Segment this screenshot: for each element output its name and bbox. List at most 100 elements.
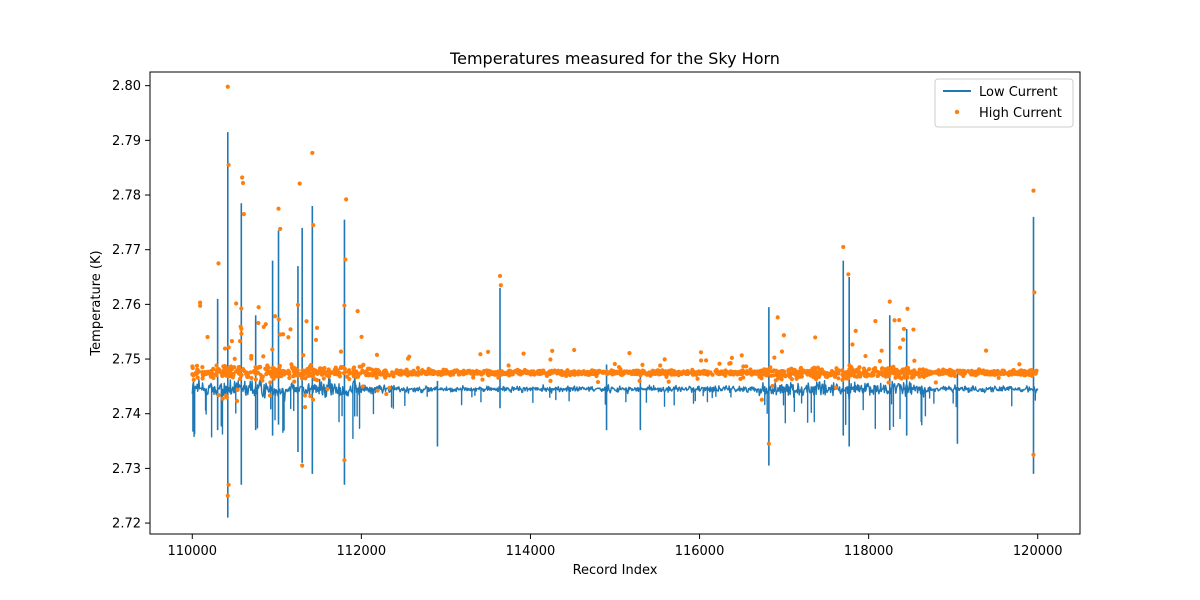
x-tick-label: 116000	[675, 544, 725, 559]
high-current-point	[792, 369, 797, 374]
high-current-point	[245, 374, 250, 379]
high-current-point	[265, 369, 270, 374]
high-current-point	[871, 367, 876, 372]
high-current-point	[478, 352, 483, 357]
high-current-point	[637, 378, 642, 383]
high-current-point	[893, 375, 898, 380]
high-current-point	[764, 367, 769, 372]
high-current-point	[771, 368, 776, 373]
high-current-point	[278, 226, 283, 232]
high-current-point	[278, 369, 284, 374]
high-current-point	[240, 367, 246, 372]
high-current-point	[892, 318, 897, 323]
high-current-point	[739, 353, 744, 358]
high-current-point	[275, 370, 280, 375]
high-current-point	[480, 377, 485, 382]
high-current-point	[310, 150, 315, 156]
high-current-point	[1020, 369, 1025, 374]
high-current-point	[522, 370, 528, 375]
high-current-point	[658, 363, 663, 368]
high-current-point	[611, 370, 616, 375]
high-current-point	[902, 375, 908, 380]
high-current-point	[879, 348, 884, 353]
high-current-point	[342, 458, 347, 463]
high-current-point	[698, 350, 704, 355]
high-current-point	[775, 315, 780, 320]
high-current-point	[901, 337, 906, 342]
high-current-point	[273, 314, 278, 319]
high-current-point	[627, 351, 632, 356]
high-current-point	[849, 367, 855, 372]
high-current-point	[223, 393, 229, 398]
high-current-point	[359, 334, 364, 339]
legend-label-high-current: High Current	[979, 106, 1062, 121]
y-axis-label: Temperature (K)	[89, 250, 104, 356]
high-current-point	[240, 175, 245, 180]
high-current-point	[221, 364, 226, 369]
high-current-point	[347, 371, 352, 376]
high-current-point	[853, 369, 859, 374]
high-current-point	[899, 376, 904, 381]
high-current-point	[833, 370, 838, 375]
high-current-point	[346, 368, 352, 373]
high-current-point	[723, 373, 728, 378]
high-current-point	[515, 367, 520, 372]
high-current-point	[383, 375, 388, 380]
y-tick-label: 2.79	[112, 134, 141, 149]
high-current-point	[319, 366, 324, 371]
high-current-point	[302, 405, 308, 410]
x-tick-label: 118000	[844, 544, 894, 559]
high-current-point	[292, 369, 298, 374]
high-current-point	[406, 371, 411, 377]
high-current-point	[781, 333, 786, 338]
high-current-point	[634, 370, 640, 375]
high-current-point	[803, 370, 809, 375]
high-current-point	[863, 353, 868, 359]
high-current-point	[601, 369, 606, 374]
high-current-point	[373, 367, 379, 372]
high-current-point	[259, 376, 264, 381]
high-current-point	[787, 374, 793, 380]
high-current-point	[840, 377, 845, 382]
high-current-point	[702, 371, 707, 376]
high-current-point	[337, 374, 343, 379]
high-current-point	[343, 369, 348, 375]
high-current-point	[292, 373, 297, 378]
high-current-point	[253, 377, 258, 382]
high-current-point	[719, 369, 724, 374]
high-current-point	[190, 372, 195, 377]
high-current-point	[471, 375, 476, 380]
high-current-point	[690, 367, 695, 372]
high-current-point	[322, 365, 327, 371]
x-axis: 110000 112000 114000 116000 118000 120000	[167, 534, 1063, 559]
high-current-point	[401, 371, 406, 376]
high-current-point	[911, 327, 916, 332]
y-tick-label: 2.80	[112, 79, 141, 94]
high-current-point	[278, 332, 283, 337]
high-current-point	[234, 301, 239, 306]
high-current-point	[365, 372, 370, 377]
high-current-point	[198, 303, 203, 308]
high-current-point	[770, 383, 775, 389]
high-current-point	[558, 371, 563, 376]
high-current-point	[902, 370, 907, 376]
high-current-point	[1007, 370, 1012, 375]
high-current-point	[278, 372, 283, 377]
high-current-point	[249, 353, 254, 359]
high-current-point	[374, 375, 379, 380]
high-current-point	[497, 273, 503, 279]
high-current-point	[894, 367, 899, 372]
high-current-point	[304, 319, 309, 324]
high-current-point	[237, 339, 243, 344]
high-current-point	[310, 397, 316, 402]
high-current-point	[190, 365, 195, 371]
high-current-point	[238, 324, 243, 329]
high-current-point	[799, 370, 804, 375]
x-axis-label: Record Index	[573, 563, 658, 578]
high-current-point	[378, 372, 384, 377]
high-current-point	[308, 394, 313, 399]
high-current-point	[300, 368, 305, 373]
high-current-point	[445, 370, 451, 376]
high-current-point	[867, 373, 872, 378]
